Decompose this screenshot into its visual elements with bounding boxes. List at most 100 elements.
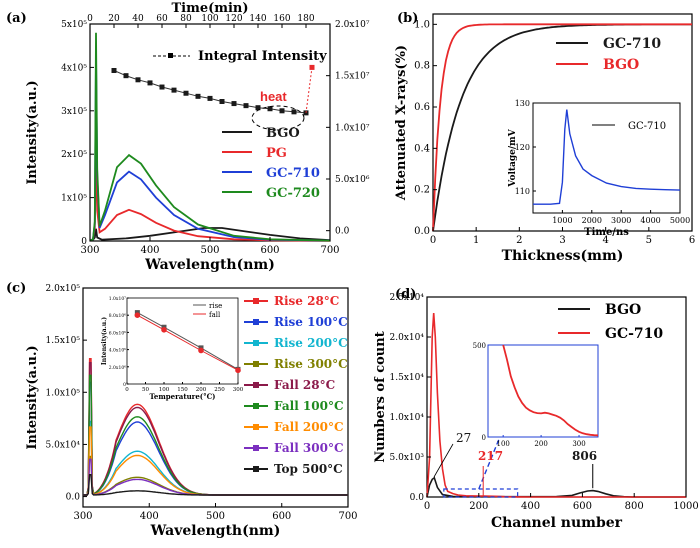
y-c-tick-label: 0.0 — [66, 493, 81, 503]
series-line-fall-100-c — [83, 374, 348, 496]
top-a-tick-label: 20 — [108, 14, 120, 24]
right-a-tick-label: 5.0x10⁶ — [335, 175, 370, 185]
y-a-tick-label: 1x10⁵ — [61, 194, 87, 204]
y-b-tick-label: 0.4 — [414, 143, 430, 154]
y-b-tick-label: 0.2 — [414, 185, 430, 196]
legend-label: Top 500°C — [274, 462, 343, 476]
legend-marker — [253, 424, 259, 430]
x-b-tick-label: 6 — [689, 235, 695, 246]
inset-x-tick-label: 2000 — [582, 216, 602, 225]
inset-x-title: Time/ns — [584, 227, 629, 238]
annotation-pointer-27 — [433, 443, 454, 478]
inset-x-tick-label: 200 — [534, 440, 547, 448]
y-b-tick-label: 0.0 — [414, 226, 430, 237]
x-a-tick-label: 400 — [140, 245, 159, 256]
legend-label: GC-710 — [603, 36, 661, 52]
inset-point-fall — [134, 312, 141, 319]
integral-point — [207, 95, 213, 101]
x-b-tick-label: 3 — [559, 235, 565, 246]
inset-y-tick-label: 1.0x10⁷ — [109, 296, 126, 302]
inset-x-tick-label: 200 — [196, 387, 207, 393]
x-b-tick-label: 5 — [646, 235, 652, 246]
legend-label: PG — [266, 146, 287, 161]
panel-label: (d) — [395, 287, 416, 302]
inset-point-fall — [198, 347, 204, 354]
top-a-tick-label: 80 — [180, 14, 192, 24]
legend-label: Rise 100°C — [274, 315, 348, 329]
top-a-tick-label: 40 — [132, 14, 144, 24]
y-d-tick-label: 1.5x10⁴ — [390, 373, 425, 383]
top-a-tick-label: 120 — [225, 14, 242, 24]
inset-frame-b — [532, 102, 681, 214]
integral-point — [219, 99, 225, 104]
x-b-tick-label: 2 — [516, 235, 522, 246]
heat-ellipse — [251, 105, 305, 131]
inset-x-tick-label: 50 — [142, 387, 149, 393]
integral-point — [147, 80, 153, 86]
heat-point — [309, 64, 315, 70]
y-c-tick-label: 2.0x10⁵ — [46, 284, 81, 294]
x-c-tick-label: 600 — [272, 511, 291, 522]
inset-point-fall — [161, 327, 167, 333]
integral-point — [267, 106, 273, 112]
inset-x-tick-label: 150 — [177, 387, 188, 393]
legend-marker — [253, 445, 259, 451]
legend-label: GC-710 — [266, 166, 320, 181]
x-d-tick-label: 800 — [625, 501, 644, 512]
inset-y-tick-label: 130 — [515, 99, 530, 108]
integral-point — [279, 108, 285, 114]
inset-x-tick-label: 3000 — [611, 216, 631, 225]
inset-series-line-rise — [137, 312, 239, 370]
x-b-tick-label: 0 — [430, 235, 436, 246]
inset-x-tick-label: 1000 — [552, 216, 572, 225]
inset-y-title: Voltage/mV — [508, 128, 518, 187]
legend-label: Fall 200°C — [274, 420, 344, 434]
legend-label: BGO — [603, 57, 639, 73]
x-b-tick-label: 4 — [602, 235, 608, 246]
inset-y-title: Intensity(a.u.) — [101, 317, 108, 365]
right-a-tick-label: 1.5x10⁷ — [335, 72, 370, 82]
top-a-tick-label: 100 — [201, 14, 218, 24]
top-a-tick-label: 0 — [87, 14, 93, 24]
integral-point — [159, 84, 165, 90]
inset-legend-label: fall — [209, 311, 221, 319]
inset-x-tick-label: 100 — [496, 440, 509, 448]
heat-link — [305, 67, 313, 113]
legend-marker — [253, 361, 259, 367]
legend-label: BGO — [266, 126, 300, 141]
legend-marker — [253, 403, 259, 409]
legend-marker — [253, 466, 259, 472]
inset-y-tick-label: 110 — [515, 187, 530, 196]
integral-point — [255, 105, 261, 111]
series-line-bgo — [426, 476, 686, 498]
legend-label: BGO — [605, 302, 641, 318]
x-axis-title-a: Wavelength(nm) — [144, 257, 275, 273]
series-line-bgo — [89, 227, 331, 242]
inset-x-title: Temperature(°C) — [150, 392, 216, 401]
series-line-top-500-c — [83, 474, 348, 496]
legend-marker — [253, 382, 259, 388]
legend-marker — [253, 298, 259, 304]
x-d-tick-label: 600 — [573, 501, 592, 512]
inset-frame-c — [126, 297, 239, 385]
x-axis-title-d: Channel number — [491, 515, 623, 531]
annotation-peak-217: 217 — [478, 449, 503, 463]
series-line-gc-710 — [426, 312, 686, 498]
y-a-tick-label: 4x10⁵ — [61, 63, 87, 73]
inset-legend-label: rise — [209, 302, 222, 310]
y-a-tick-label: 3x10⁵ — [61, 107, 87, 117]
y-c-tick-label: 1.5x10⁵ — [46, 336, 81, 346]
x-d-tick-label: 1000 — [673, 501, 698, 512]
top-a-tick-label: 60 — [156, 14, 168, 24]
x-c-tick-label: 400 — [140, 511, 159, 522]
inset-legend-label: GC-710 — [628, 121, 666, 132]
y-c-tick-label: 1.0x10⁵ — [46, 388, 81, 398]
legend-label: Rise 200°C — [274, 336, 348, 350]
right-a-tick-label: 0.0 — [335, 227, 350, 237]
legend-label: Fall 300°C — [274, 441, 344, 455]
integral-point — [291, 109, 297, 115]
integral-point — [183, 90, 189, 96]
x-c-tick-label: 300 — [73, 511, 92, 522]
inset-y-tick-label: 0 — [123, 382, 126, 388]
